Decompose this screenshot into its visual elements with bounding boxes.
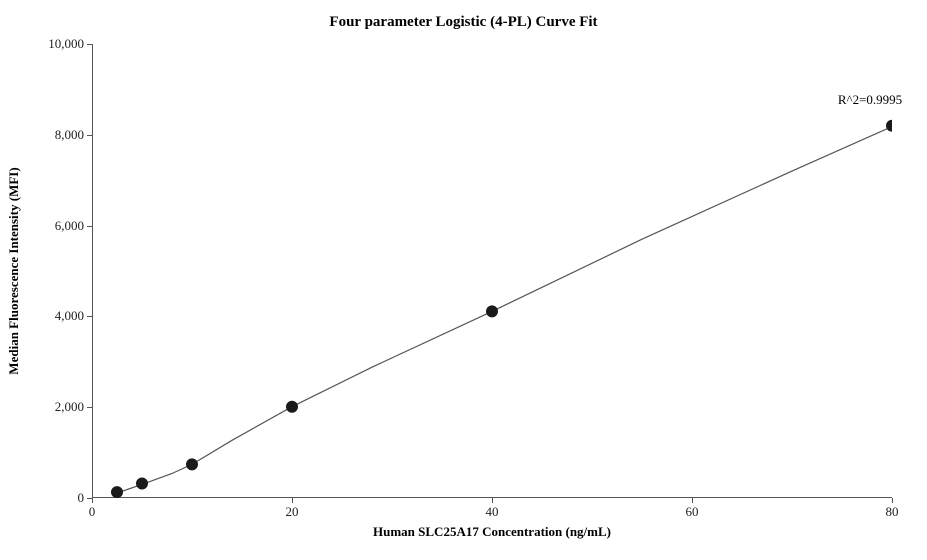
r-squared-annotation: R^2=0.9995 bbox=[838, 92, 902, 108]
y-tick bbox=[87, 135, 92, 136]
plot-area: 020406080 02,0004,0006,0008,00010,000 Hu… bbox=[92, 44, 892, 498]
data-point bbox=[112, 487, 123, 498]
x-tick-label: 40 bbox=[486, 504, 499, 520]
y-tick-label: 10,000 bbox=[28, 36, 84, 52]
x-axis-title: Human SLC25A17 Concentration (ng/mL) bbox=[92, 524, 892, 540]
x-tick bbox=[692, 498, 693, 503]
fit-curve bbox=[117, 127, 892, 493]
y-axis-title: Median Fluorescence Intensity (MFI) bbox=[6, 167, 22, 374]
x-tick-label: 0 bbox=[89, 504, 96, 520]
y-tick bbox=[87, 407, 92, 408]
y-tick bbox=[87, 44, 92, 45]
y-tick-label: 8,000 bbox=[28, 127, 84, 143]
y-tick-label: 4,000 bbox=[28, 308, 84, 324]
y-tick bbox=[87, 226, 92, 227]
data-point bbox=[887, 120, 893, 131]
data-point bbox=[287, 401, 298, 412]
y-tick bbox=[87, 498, 92, 499]
x-tick bbox=[92, 498, 93, 503]
x-tick bbox=[292, 498, 293, 503]
data-point bbox=[187, 459, 198, 470]
plot-svg bbox=[92, 44, 892, 498]
y-tick-label: 0 bbox=[28, 490, 84, 506]
x-tick-label: 20 bbox=[286, 504, 299, 520]
data-point bbox=[137, 478, 148, 489]
y-tick-label: 2,000 bbox=[28, 399, 84, 415]
y-tick bbox=[87, 316, 92, 317]
x-tick bbox=[892, 498, 893, 503]
x-tick-label: 80 bbox=[886, 504, 899, 520]
chart-title: Four parameter Logistic (4-PL) Curve Fit bbox=[0, 14, 927, 31]
x-tick bbox=[492, 498, 493, 503]
data-points bbox=[112, 120, 893, 497]
data-point bbox=[487, 306, 498, 317]
y-tick-label: 6,000 bbox=[28, 218, 84, 234]
x-tick-label: 60 bbox=[686, 504, 699, 520]
